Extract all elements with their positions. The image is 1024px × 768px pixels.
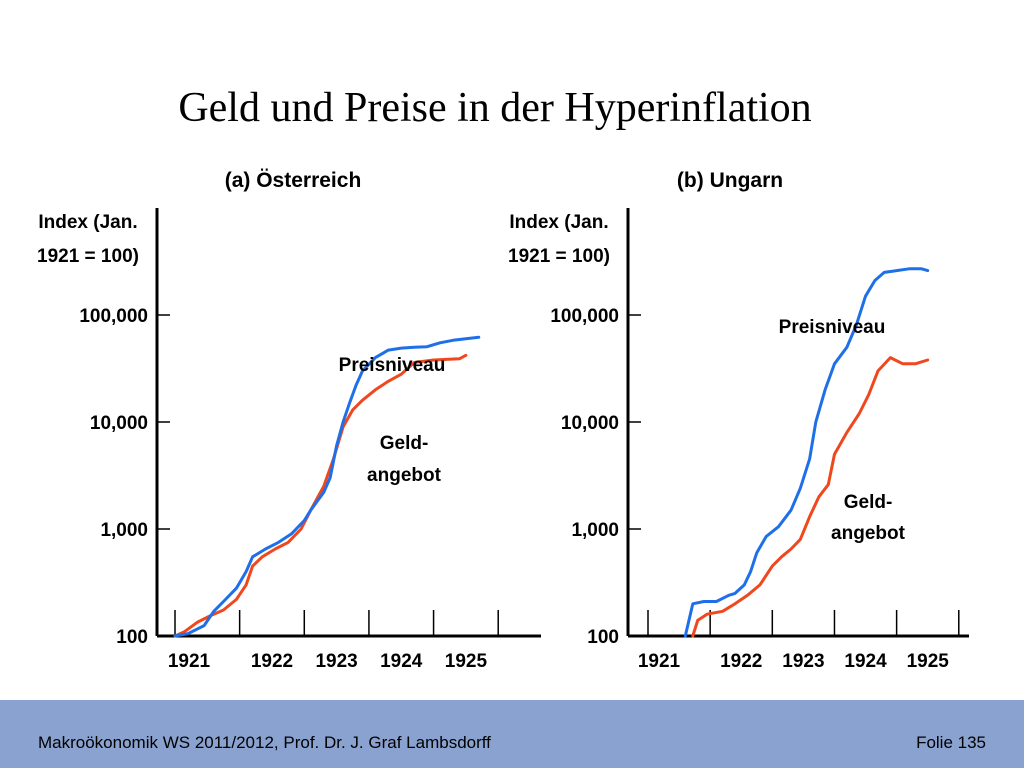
price-level-annotation: Preisniveau bbox=[339, 355, 446, 376]
x-tick-label: 1923 bbox=[782, 651, 824, 672]
slide-title: Geld und Preise in der Hyperinflation bbox=[178, 85, 812, 131]
money-supply-annotation: angebot bbox=[367, 465, 442, 486]
x-tick-label: 1921 bbox=[638, 651, 681, 672]
price-level-series-line bbox=[173, 335, 481, 638]
chart-title: (b) Ungarn bbox=[677, 169, 783, 192]
money-supply-annotation: Geld- bbox=[844, 492, 893, 513]
y-axis-label: 1921 = 100) bbox=[37, 246, 139, 267]
y-tick-label: 1,000 bbox=[100, 520, 148, 541]
charts-canvas: (a) Österreich Index (Jan. 1921 = 100) 100 1… bbox=[37, 169, 969, 672]
chart-austria: (a) Österreich Index (Jan. 1921 = 100) 100 1… bbox=[37, 169, 541, 672]
y-tick-label: 100,000 bbox=[550, 306, 619, 327]
footer-slide-number: Folie 135 bbox=[916, 733, 986, 752]
price-level-annotation: Preisniveau bbox=[779, 317, 886, 338]
x-tick-label: 1925 bbox=[907, 651, 950, 672]
y-tick-label: 100,000 bbox=[79, 306, 148, 327]
x-tick-label: 1923 bbox=[315, 651, 357, 672]
y-tick-label: 100 bbox=[116, 627, 148, 648]
footer-course-label: Makroökonomik WS 2011/2012, Prof. Dr. J.… bbox=[38, 733, 491, 752]
y-tick-label: 1,000 bbox=[571, 520, 619, 541]
y-axis-label: Index (Jan. bbox=[509, 212, 608, 233]
chart-hungary: (b) Ungarn Index (Jan. 1921 = 100) 100 1,000… bbox=[508, 169, 969, 672]
y-axis-label: Index (Jan. bbox=[38, 212, 137, 233]
x-tick-label: 1922 bbox=[251, 651, 293, 672]
money-supply-annotation: angebot bbox=[831, 523, 906, 544]
x-tick-label: 1924 bbox=[844, 651, 887, 672]
chart-title: (a) Österreich bbox=[225, 169, 362, 192]
x-tick-label: 1925 bbox=[445, 651, 488, 672]
money-supply-series-line bbox=[691, 356, 930, 638]
footer: Makroökonomik WS 2011/2012, Prof. Dr. J.… bbox=[0, 700, 1024, 768]
y-axis-label: 1921 = 100) bbox=[508, 246, 610, 267]
y-tick-label: 100 bbox=[587, 627, 619, 648]
y-tick-label: 10,000 bbox=[561, 413, 619, 434]
x-tick-label: 1924 bbox=[380, 651, 423, 672]
y-tick-label: 10,000 bbox=[90, 413, 148, 434]
x-tick-label: 1921 bbox=[168, 651, 211, 672]
money-supply-annotation: Geld- bbox=[380, 433, 429, 454]
price-level-series-line bbox=[683, 267, 930, 638]
money-supply-series-line bbox=[173, 353, 468, 638]
x-tick-label: 1922 bbox=[720, 651, 762, 672]
